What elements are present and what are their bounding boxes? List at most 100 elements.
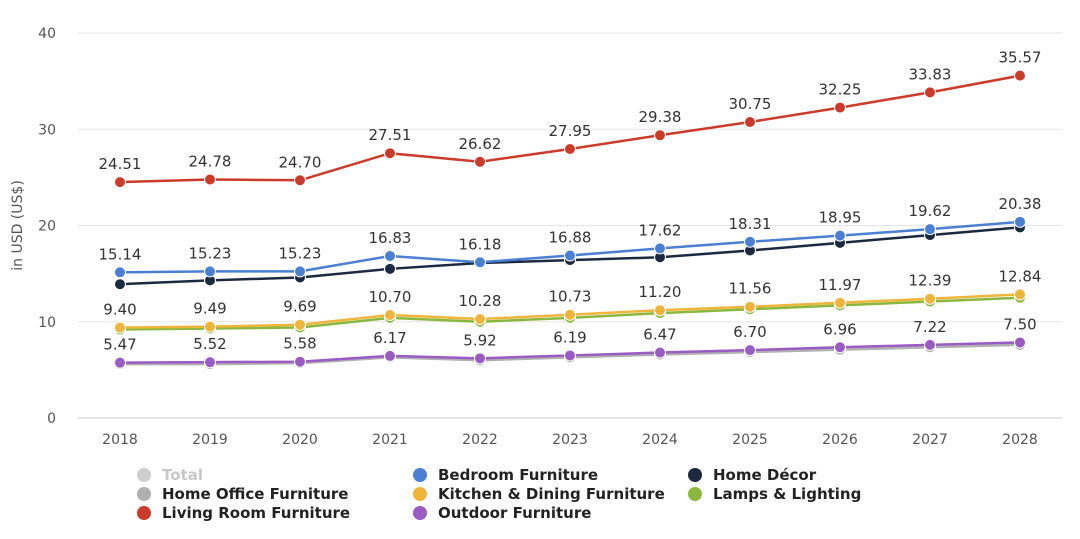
data-label-bedroom-furniture: 16.83: [369, 229, 412, 247]
data-point-bedroom-furniture[interactable]: [654, 242, 666, 255]
data-point-bedroom-furniture[interactable]: [564, 249, 576, 262]
legend-item-bedroom-furniture[interactable]: Bedroom Furniture: [413, 466, 598, 484]
y-tick-label: 40: [38, 26, 56, 42]
data-point-living-room-furniture[interactable]: [564, 142, 576, 155]
data-point-living-room-furniture[interactable]: [744, 116, 756, 129]
x-tick-label: 2022: [462, 432, 498, 448]
data-point-kitchen-dining-furniture[interactable]: [564, 308, 576, 321]
legend-marker-icon: [413, 506, 427, 520]
data-label-kitchen-dining-furniture: 12.39: [909, 272, 952, 290]
data-point-living-room-furniture[interactable]: [474, 155, 486, 168]
data-point-bedroom-furniture[interactable]: [204, 265, 216, 278]
data-point-outdoor-furniture[interactable]: [564, 349, 576, 362]
data-label-kitchen-dining-furniture: 10.28: [459, 292, 502, 310]
data-point-home-d-cor[interactable]: [384, 262, 396, 275]
data-label-kitchen-dining-furniture: 11.97: [819, 276, 862, 294]
data-label-kitchen-dining-furniture: 9.49: [193, 300, 226, 318]
legend-marker-icon: [413, 468, 427, 482]
data-label-living-room-furniture: 35.57: [999, 49, 1042, 67]
data-point-kitchen-dining-furniture[interactable]: [114, 321, 126, 334]
data-point-kitchen-dining-furniture[interactable]: [744, 300, 756, 313]
data-label-bedroom-furniture: 18.95: [819, 209, 862, 227]
data-point-kitchen-dining-furniture[interactable]: [474, 313, 486, 326]
data-point-bedroom-furniture[interactable]: [744, 235, 756, 248]
data-point-outdoor-furniture[interactable]: [654, 346, 666, 359]
data-point-kitchen-dining-furniture[interactable]: [294, 318, 306, 331]
x-tick-label: 2021: [372, 432, 408, 448]
data-point-bedroom-furniture[interactable]: [384, 250, 396, 263]
data-point-outdoor-furniture[interactable]: [204, 356, 216, 369]
legend-item-lamps-lighting[interactable]: Lamps & Lighting: [688, 485, 861, 503]
data-label-outdoor-furniture: 5.47: [103, 336, 136, 354]
series-points: [114, 69, 1026, 371]
x-tick-label: 2028: [1002, 432, 1038, 448]
data-label-kitchen-dining-furniture: 11.56: [729, 280, 772, 298]
x-tick-label: 2026: [822, 432, 858, 448]
data-point-outdoor-furniture[interactable]: [474, 352, 486, 365]
y-axis-label: in USD (US$): [10, 180, 26, 271]
data-label-bedroom-furniture: 16.18: [459, 235, 502, 253]
data-label-kitchen-dining-furniture: 11.20: [639, 283, 682, 301]
legend[interactable]: Total Bedroom Furniture Home Décor Home Off…: [137, 466, 861, 522]
legend-item-home-d-cor[interactable]: Home Décor: [688, 466, 817, 484]
y-axis: 0 10 20 30 40: [38, 26, 56, 427]
data-point-kitchen-dining-furniture[interactable]: [654, 304, 666, 317]
legend-item-outdoor-furniture[interactable]: Outdoor Furniture: [413, 504, 591, 522]
data-label-kitchen-dining-furniture: 9.40: [103, 301, 136, 319]
data-label-living-room-furniture: 24.70: [279, 153, 322, 171]
y-tick-label: 10: [38, 315, 56, 331]
y-tick-label: 0: [47, 411, 56, 427]
data-label-bedroom-furniture: 19.62: [909, 202, 952, 220]
x-tick-label: 2024: [642, 432, 678, 448]
legend-item-home-office-furniture[interactable]: Home Office Furniture: [137, 485, 348, 503]
data-label-outdoor-furniture: 7.22: [913, 318, 946, 336]
legend-marker-icon: [137, 487, 151, 501]
data-label-outdoor-furniture: 6.17: [373, 329, 406, 347]
data-point-bedroom-furniture[interactable]: [294, 265, 306, 278]
data-point-outdoor-furniture[interactable]: [834, 341, 846, 354]
data-label-living-room-furniture: 29.38: [639, 108, 682, 126]
data-point-home-d-cor[interactable]: [114, 278, 126, 291]
data-point-bedroom-furniture[interactable]: [924, 223, 936, 236]
data-point-living-room-furniture[interactable]: [114, 176, 126, 189]
data-label-bedroom-furniture: 15.14: [99, 245, 142, 263]
data-label-outdoor-furniture: 5.58: [283, 335, 316, 353]
data-point-living-room-furniture[interactable]: [204, 173, 216, 186]
data-point-kitchen-dining-furniture[interactable]: [384, 309, 396, 322]
data-point-bedroom-furniture[interactable]: [114, 266, 126, 279]
data-point-outdoor-furniture[interactable]: [384, 349, 396, 362]
grid: [78, 32, 1062, 419]
data-point-living-room-furniture[interactable]: [924, 86, 936, 99]
data-point-outdoor-furniture[interactable]: [744, 344, 756, 357]
data-label-bedroom-furniture: 17.62: [639, 221, 682, 239]
legend-item-kitchen-dining-furniture[interactable]: Kitchen & Dining Furniture: [413, 485, 665, 503]
data-point-bedroom-furniture[interactable]: [474, 256, 486, 269]
data-point-outdoor-furniture[interactable]: [294, 355, 306, 368]
data-point-kitchen-dining-furniture[interactable]: [204, 320, 216, 333]
data-point-outdoor-furniture[interactable]: [1014, 336, 1026, 349]
data-point-living-room-furniture[interactable]: [1014, 69, 1026, 82]
data-point-living-room-furniture[interactable]: [654, 129, 666, 142]
legend-marker-icon: [688, 487, 702, 501]
data-point-outdoor-furniture[interactable]: [924, 338, 936, 351]
legend-label: Outdoor Furniture: [438, 504, 591, 522]
data-label-living-room-furniture: 30.75: [729, 95, 772, 113]
data-point-bedroom-furniture[interactable]: [834, 229, 846, 242]
data-point-kitchen-dining-furniture[interactable]: [1014, 288, 1026, 301]
data-point-living-room-furniture[interactable]: [294, 174, 306, 187]
x-tick-label: 2027: [912, 432, 948, 448]
data-label-living-room-furniture: 27.51: [369, 126, 412, 144]
data-point-living-room-furniture[interactable]: [384, 147, 396, 160]
data-label-bedroom-furniture: 20.38: [999, 195, 1042, 213]
data-point-outdoor-furniture[interactable]: [114, 356, 126, 369]
legend-label: Bedroom Furniture: [438, 466, 598, 484]
data-point-bedroom-furniture[interactable]: [1014, 215, 1026, 228]
legend-label: Total: [162, 466, 203, 484]
data-point-kitchen-dining-furniture[interactable]: [834, 296, 846, 309]
legend-item-total[interactable]: Total: [137, 466, 203, 484]
data-point-kitchen-dining-furniture[interactable]: [924, 292, 936, 305]
data-point-living-room-furniture[interactable]: [834, 101, 846, 114]
x-tick-label: 2020: [282, 432, 318, 448]
legend-item-living-room-furniture[interactable]: Living Room Furniture: [137, 504, 350, 522]
x-tick-label: 2023: [552, 432, 588, 448]
